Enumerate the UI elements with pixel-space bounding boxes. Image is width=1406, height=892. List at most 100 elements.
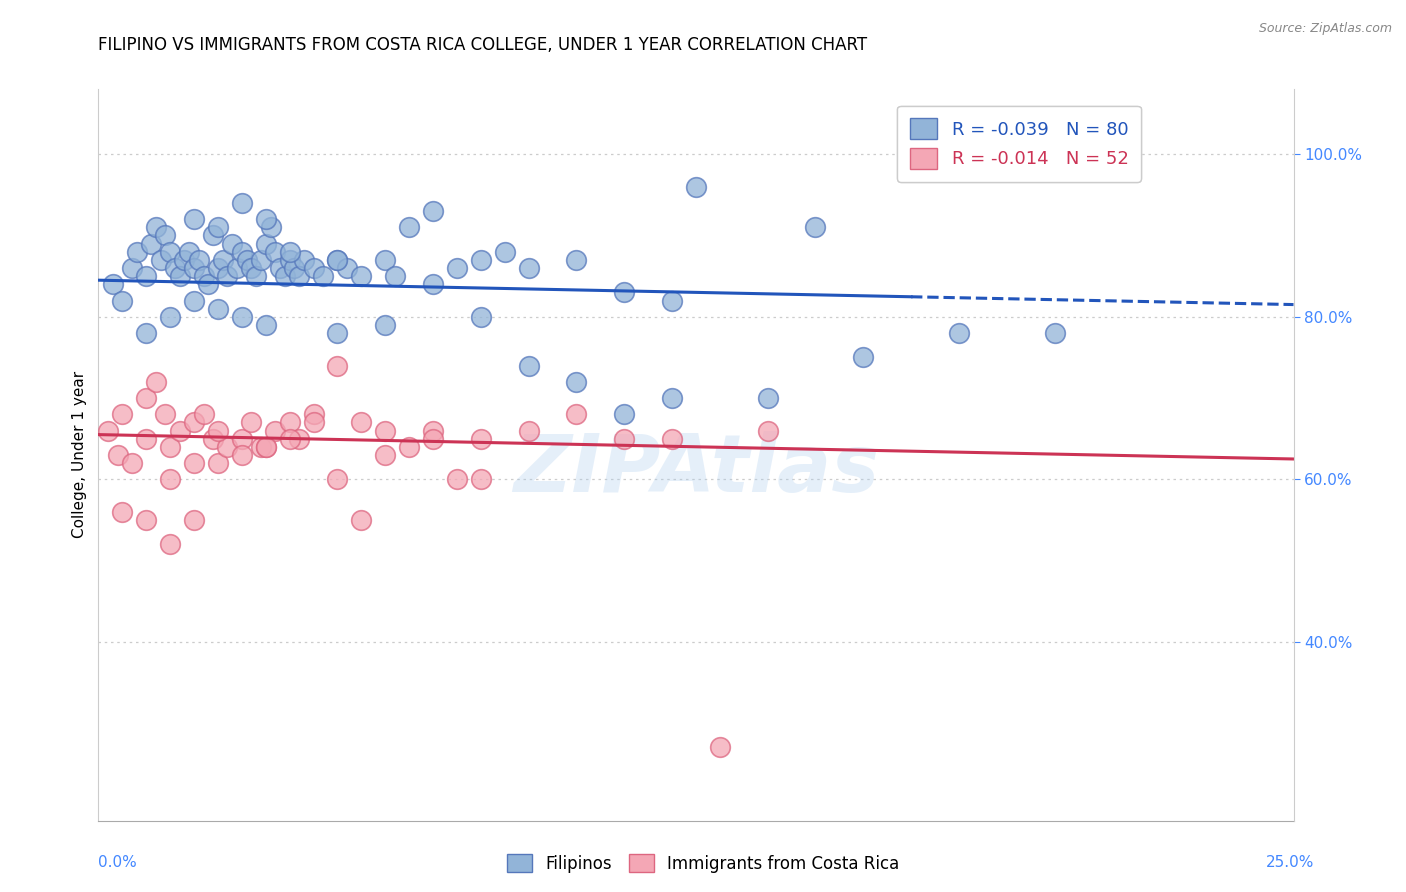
Point [1043, 326, 1066, 340]
Point [231, 310, 253, 324]
Point [217, 440, 239, 454]
Legend: Filipinos, Immigrants from Costa Rica: Filipinos, Immigrants from Costa Rica [501, 847, 905, 880]
Point [350, 416, 373, 430]
Text: Source: ZipAtlas.com: Source: ZipAtlas.com [1258, 22, 1392, 36]
Point [661, 391, 683, 405]
Point [613, 432, 636, 446]
Point [235, 252, 257, 267]
Point [183, 513, 205, 527]
Point [183, 416, 205, 430]
Point [326, 252, 349, 267]
Legend: R = -0.039   N = 80, R = -0.014   N = 52: R = -0.039 N = 80, R = -0.014 N = 52 [897, 105, 1142, 182]
Point [245, 269, 267, 284]
Point [288, 269, 311, 284]
Point [288, 432, 311, 446]
Point [169, 424, 191, 438]
Point [159, 537, 181, 551]
Text: 0.0%: 0.0% [98, 855, 138, 870]
Point [207, 301, 229, 316]
Point [202, 228, 225, 243]
Point [135, 326, 157, 340]
Point [269, 260, 291, 275]
Point [207, 260, 229, 275]
Point [259, 220, 281, 235]
Text: 25.0%: 25.0% [1267, 855, 1315, 870]
Point [565, 407, 588, 421]
Point [135, 513, 157, 527]
Point [264, 244, 287, 259]
Point [231, 196, 253, 211]
Point [197, 277, 219, 292]
Point [494, 244, 516, 259]
Point [221, 236, 243, 251]
Point [326, 326, 349, 340]
Point [101, 277, 124, 292]
Point [193, 269, 215, 284]
Point [470, 472, 492, 486]
Point [207, 220, 229, 235]
Point [709, 740, 731, 755]
Point [374, 448, 396, 462]
Point [274, 269, 297, 284]
Point [278, 416, 301, 430]
Point [193, 407, 215, 421]
Point [350, 269, 373, 284]
Point [326, 359, 349, 373]
Point [159, 472, 181, 486]
Point [470, 432, 492, 446]
Point [374, 318, 396, 332]
Point [517, 424, 540, 438]
Point [661, 293, 683, 308]
Point [139, 236, 162, 251]
Point [179, 244, 201, 259]
Point [517, 359, 540, 373]
Point [398, 440, 420, 454]
Point [374, 252, 396, 267]
Point [121, 456, 143, 470]
Point [852, 351, 875, 365]
Point [470, 252, 492, 267]
Point [135, 432, 157, 446]
Point [948, 326, 970, 340]
Point [336, 260, 359, 275]
Point [292, 252, 315, 267]
Point [183, 212, 205, 227]
Point [278, 432, 301, 446]
Point [350, 513, 373, 527]
Point [446, 260, 468, 275]
Point [302, 260, 325, 275]
Point [226, 260, 249, 275]
Point [254, 236, 277, 251]
Point [111, 293, 134, 308]
Point [240, 416, 263, 430]
Point [804, 220, 827, 235]
Point [111, 407, 134, 421]
Point [278, 244, 301, 259]
Point [173, 252, 195, 267]
Point [446, 472, 468, 486]
Point [613, 407, 636, 421]
Point [217, 269, 239, 284]
Point [254, 440, 277, 454]
Point [111, 505, 134, 519]
Point [254, 212, 277, 227]
Point [326, 252, 349, 267]
Point [159, 310, 181, 324]
Point [159, 244, 181, 259]
Point [155, 407, 177, 421]
Point [613, 285, 636, 300]
Text: ZIPAtlas: ZIPAtlas [513, 431, 879, 508]
Point [398, 220, 420, 235]
Point [202, 432, 225, 446]
Point [565, 375, 588, 389]
Point [107, 448, 129, 462]
Point [254, 440, 277, 454]
Point [302, 407, 325, 421]
Point [384, 269, 406, 284]
Y-axis label: College, Under 1 year: College, Under 1 year [72, 371, 87, 539]
Point [422, 424, 444, 438]
Point [278, 252, 301, 267]
Point [169, 269, 191, 284]
Point [422, 277, 444, 292]
Point [207, 456, 229, 470]
